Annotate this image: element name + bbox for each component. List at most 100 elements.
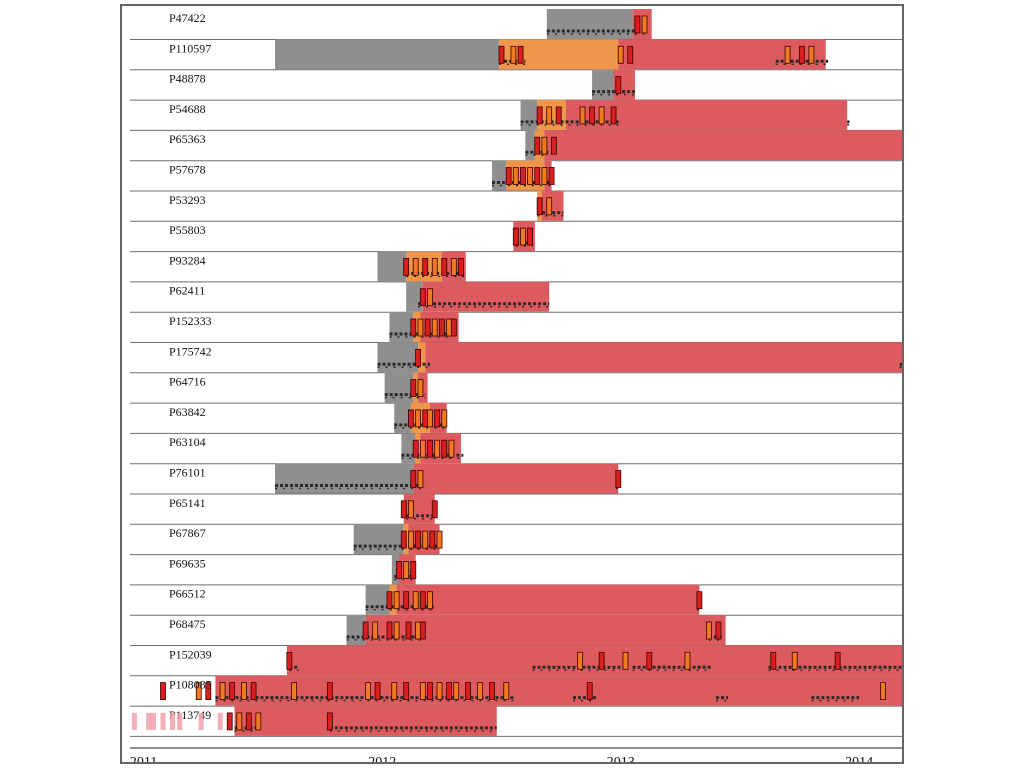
patient-label: P63842 bbox=[169, 405, 206, 419]
treatment-marker bbox=[241, 682, 247, 700]
treatment-marker bbox=[834, 651, 841, 670]
treatment-marker bbox=[527, 167, 534, 185]
phase-bar-gray bbox=[365, 584, 390, 615]
treatment-marker bbox=[696, 591, 703, 610]
patient-label: P110597 bbox=[169, 41, 211, 55]
treatment-marker bbox=[431, 500, 438, 519]
treatment-marker bbox=[226, 712, 233, 731]
treatment-marker bbox=[400, 500, 407, 519]
patient-label: P48878 bbox=[169, 72, 206, 86]
treatment-marker bbox=[546, 106, 553, 125]
treatment-marker bbox=[250, 682, 257, 700]
patient-label: P55803 bbox=[169, 223, 206, 237]
phase-bar-gray bbox=[377, 342, 419, 373]
treatment-marker bbox=[431, 318, 438, 337]
treatment-marker bbox=[534, 167, 541, 185]
treatment-marker bbox=[415, 530, 421, 549]
treatment-marker bbox=[422, 257, 429, 276]
treatment-marker bbox=[615, 470, 622, 488]
patient-label: P47422 bbox=[169, 11, 206, 25]
x-tick-label: 2012 bbox=[368, 755, 396, 762]
treatment-marker bbox=[403, 591, 410, 610]
x-tick-label: 2014 bbox=[845, 755, 873, 762]
patient-label: P108085 bbox=[169, 678, 212, 692]
treatment-marker bbox=[326, 712, 333, 731]
treatment-marker bbox=[410, 379, 417, 398]
treatment-marker bbox=[408, 500, 414, 519]
treatment-marker bbox=[410, 318, 417, 337]
treatment-marker bbox=[412, 439, 419, 458]
treatment-marker bbox=[784, 45, 791, 64]
treatment-marker bbox=[415, 409, 421, 428]
treatment-marker bbox=[477, 682, 483, 700]
treatment-marker bbox=[441, 409, 448, 428]
treatment-marker bbox=[400, 530, 407, 549]
patient-label: P69635 bbox=[169, 556, 206, 570]
treatment-marker bbox=[403, 561, 410, 579]
treatment-marker bbox=[219, 682, 226, 700]
treatment-marker bbox=[641, 15, 648, 34]
phase-bar-red bbox=[618, 39, 826, 70]
phase-bar-red bbox=[215, 675, 902, 706]
treatment-marker bbox=[627, 45, 634, 64]
phase-bar-gray bbox=[391, 554, 399, 585]
treatment-marker bbox=[646, 651, 653, 670]
pale-marker bbox=[160, 712, 166, 730]
treatment-marker bbox=[579, 106, 586, 125]
patient-label: P65363 bbox=[169, 132, 206, 146]
phase-bar-red bbox=[413, 463, 619, 494]
patient-label: P57678 bbox=[169, 163, 206, 177]
treatment-marker bbox=[450, 318, 457, 337]
treatment-marker bbox=[436, 682, 443, 700]
treatment-marker bbox=[393, 591, 400, 610]
phase-bar-gray bbox=[275, 463, 414, 494]
phase-bar-red bbox=[565, 99, 848, 130]
treatment-marker bbox=[408, 530, 414, 549]
treatment-marker bbox=[405, 621, 412, 640]
treatment-marker bbox=[205, 682, 212, 700]
patient-label: P152333 bbox=[169, 314, 212, 328]
phase-bar-gray bbox=[525, 130, 535, 161]
treatment-marker bbox=[520, 167, 526, 185]
treatment-marker bbox=[408, 409, 414, 428]
pale-marker bbox=[198, 712, 204, 730]
phase-bar-red bbox=[286, 645, 902, 676]
treatment-marker bbox=[419, 682, 426, 700]
treatment-marker bbox=[195, 682, 202, 700]
treatment-marker bbox=[465, 682, 472, 700]
treatment-marker bbox=[577, 651, 584, 670]
treatment-marker bbox=[615, 76, 622, 94]
chart-frame: P47422 P110597 P48878 P54688 P65363 P57678 P53… bbox=[120, 4, 904, 764]
treatment-marker bbox=[617, 45, 624, 64]
patient-label: P63104 bbox=[169, 435, 206, 449]
treatment-marker bbox=[798, 45, 805, 64]
treatment-marker bbox=[427, 288, 433, 307]
treatment-marker bbox=[448, 439, 455, 458]
treatment-marker bbox=[424, 318, 431, 337]
treatment-marker bbox=[391, 682, 398, 700]
treatment-marker bbox=[546, 197, 553, 216]
treatment-marker bbox=[372, 621, 379, 640]
pale-marker bbox=[146, 712, 152, 730]
treatment-marker bbox=[417, 470, 424, 488]
patient-label: P152039 bbox=[169, 647, 212, 661]
treatment-marker bbox=[415, 348, 421, 367]
treatment-marker bbox=[396, 561, 402, 579]
treatment-marker bbox=[450, 257, 457, 276]
patient-label: P76101 bbox=[169, 466, 206, 480]
pale-marker bbox=[150, 712, 156, 730]
patient-label: P113749 bbox=[169, 708, 211, 722]
patient-label: P67867 bbox=[169, 526, 206, 540]
phase-bar-orange bbox=[418, 342, 426, 373]
patient-label: P62411 bbox=[169, 284, 205, 298]
treatment-marker bbox=[417, 379, 424, 398]
treatment-marker bbox=[429, 530, 436, 549]
treatment-marker bbox=[536, 197, 543, 216]
treatment-marker bbox=[419, 439, 426, 458]
treatment-marker bbox=[458, 257, 464, 276]
treatment-marker bbox=[286, 651, 293, 670]
patient-label: P65141 bbox=[169, 496, 206, 510]
pale-marker bbox=[131, 712, 137, 730]
treatment-marker bbox=[160, 682, 166, 700]
treatment-marker bbox=[422, 530, 429, 549]
